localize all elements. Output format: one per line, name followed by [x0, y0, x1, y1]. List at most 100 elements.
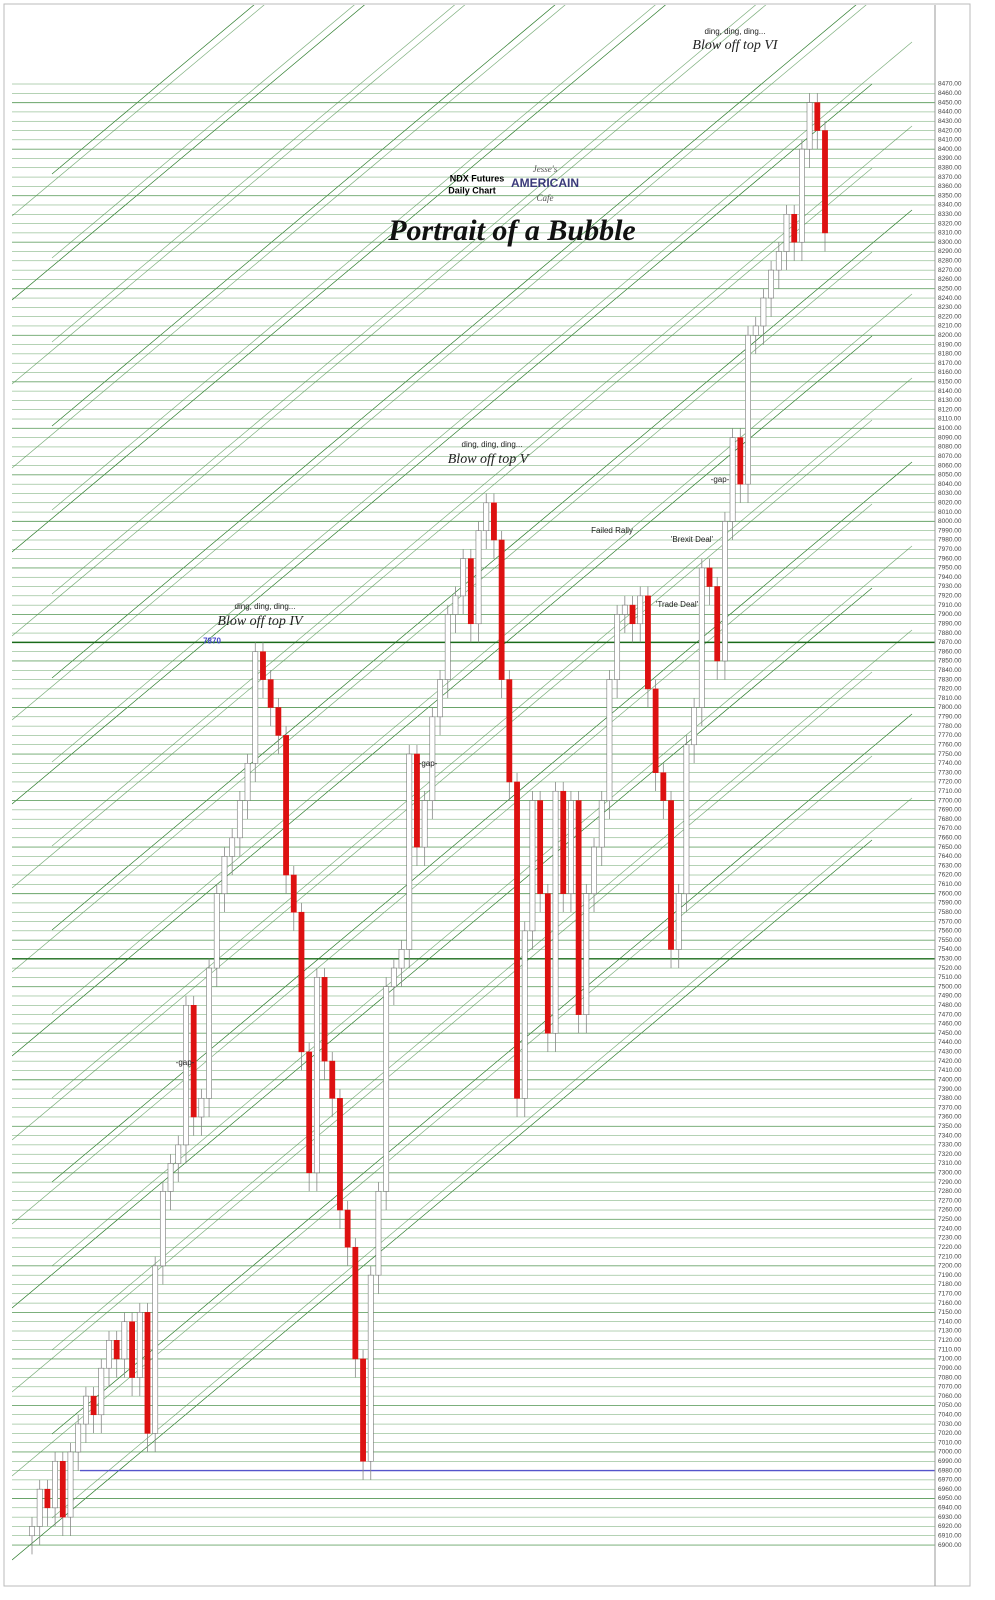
trend-line [51, 377, 913, 1099]
y-tick-label: 8420.00 [938, 127, 962, 134]
y-tick-label: 8350.00 [938, 192, 962, 199]
trend-line [51, 797, 913, 1519]
candle-body [90, 1395, 97, 1416]
y-tick-label: 7810.00 [938, 695, 962, 702]
candle-body [375, 1191, 382, 1276]
y-tick-label: 8450.00 [938, 99, 962, 106]
y-tick-label: 7800.00 [938, 704, 962, 711]
subtitle: Daily Chart [448, 185, 496, 195]
y-tick-label: 7990.00 [938, 527, 962, 534]
candle-body [198, 1098, 205, 1118]
y-tick-label: 8230.00 [938, 304, 962, 311]
candle-body [414, 753, 420, 848]
y-tick-label: 8300.00 [938, 239, 962, 246]
candle-body [783, 213, 790, 252]
candle-body [544, 893, 551, 1034]
y-tick-label: 7130.00 [938, 1328, 962, 1335]
candle-body [737, 437, 744, 485]
candle-body [213, 893, 220, 969]
y-tick-label: 8160.00 [938, 369, 962, 376]
candle-body [675, 893, 682, 950]
candle-body [52, 1460, 58, 1509]
y-tick-label: 7480.00 [938, 1002, 962, 1009]
y-tick-label: 7290.00 [938, 1179, 962, 1186]
candle-body [144, 1312, 151, 1434]
candle-body [67, 1451, 74, 1518]
y-tick-label: 7940.00 [938, 574, 962, 581]
y-tick-label: 8130.00 [938, 397, 962, 404]
y-tick-label: 7010.00 [938, 1439, 962, 1446]
y-tick-label: 7710.00 [938, 788, 962, 795]
y-tick-label: 7610.00 [938, 881, 962, 888]
y-tick-label: 7570.00 [938, 918, 962, 925]
y-tick-label: 7070.00 [938, 1384, 962, 1391]
candle-body [514, 781, 520, 1099]
y-tick-label: 7470.00 [938, 1011, 962, 1018]
annotation: Blow off top VI [692, 38, 779, 53]
y-tick-label: 8340.00 [938, 202, 962, 209]
candle-body [229, 837, 236, 857]
y-tick-label: 7120.00 [938, 1337, 962, 1344]
candle-body [822, 130, 828, 234]
y-tick-label: 7650.00 [938, 844, 962, 851]
candle-body [383, 986, 390, 1192]
candle-body [760, 297, 767, 327]
y-tick-label: 7050.00 [938, 1402, 962, 1409]
candle-body [452, 595, 459, 615]
annotation: Blow off top IV [217, 614, 304, 629]
annotation: -gap- [176, 1058, 195, 1067]
y-tick-label: 8260.00 [938, 276, 962, 283]
y-tick-label: 8180.00 [938, 351, 962, 358]
candle-body [360, 1358, 366, 1462]
y-tick-label: 7380.00 [938, 1095, 962, 1102]
y-tick-label: 7450.00 [938, 1030, 962, 1037]
trend-line [12, 5, 365, 301]
y-tick-label: 8100.00 [938, 425, 962, 432]
logo: AMERICAIN [511, 176, 579, 190]
candle-body [691, 707, 698, 746]
candle-body [521, 930, 528, 1099]
y-tick-label: 7500.00 [938, 983, 962, 990]
candle-body [799, 148, 805, 243]
candle-body [267, 679, 274, 708]
y-tick-label: 6950.00 [938, 1495, 962, 1502]
y-tick-label: 6900.00 [938, 1542, 962, 1549]
candle-body [752, 325, 759, 336]
annotation: 'Trade Deal' [656, 600, 699, 609]
candle-body [529, 800, 536, 932]
y-tick-label: 8030.00 [938, 490, 962, 497]
y-tick-label: 8320.00 [938, 220, 962, 227]
y-tick-label: 6910.00 [938, 1532, 962, 1539]
candle-body [467, 558, 474, 625]
y-tick-label: 6940.00 [938, 1505, 962, 1512]
candle-body [437, 679, 443, 718]
trend-line [12, 5, 566, 469]
candle-body [290, 874, 297, 913]
candle-body [82, 1395, 89, 1425]
y-tick-label: 7180.00 [938, 1281, 962, 1288]
trend-line [12, 5, 867, 721]
candle-body [652, 688, 659, 773]
logo: Jesse's [533, 164, 558, 174]
y-tick-label: 8430.00 [938, 118, 962, 125]
candle-body [775, 251, 782, 271]
candle-body [406, 753, 413, 950]
candle-body [444, 614, 451, 680]
y-tick-label: 6990.00 [938, 1458, 962, 1465]
candle-body [352, 1246, 359, 1360]
candle-body [190, 1004, 197, 1118]
candle-body [598, 800, 605, 848]
candle-body [367, 1274, 374, 1462]
y-tick-label: 7760.00 [938, 741, 962, 748]
y-tick-label: 7000.00 [938, 1449, 962, 1456]
y-tick-label: 8330.00 [938, 211, 962, 218]
trend-line [51, 5, 757, 595]
candle-body [252, 651, 259, 764]
y-tick-label: 7200.00 [938, 1263, 962, 1270]
y-tick-label: 7160.00 [938, 1300, 962, 1307]
y-tick-label: 7670.00 [938, 825, 962, 832]
candle-body [614, 614, 621, 680]
y-tick-label: 7150.00 [938, 1309, 962, 1316]
logo: Cafe [537, 193, 554, 203]
candle-body [483, 502, 490, 531]
